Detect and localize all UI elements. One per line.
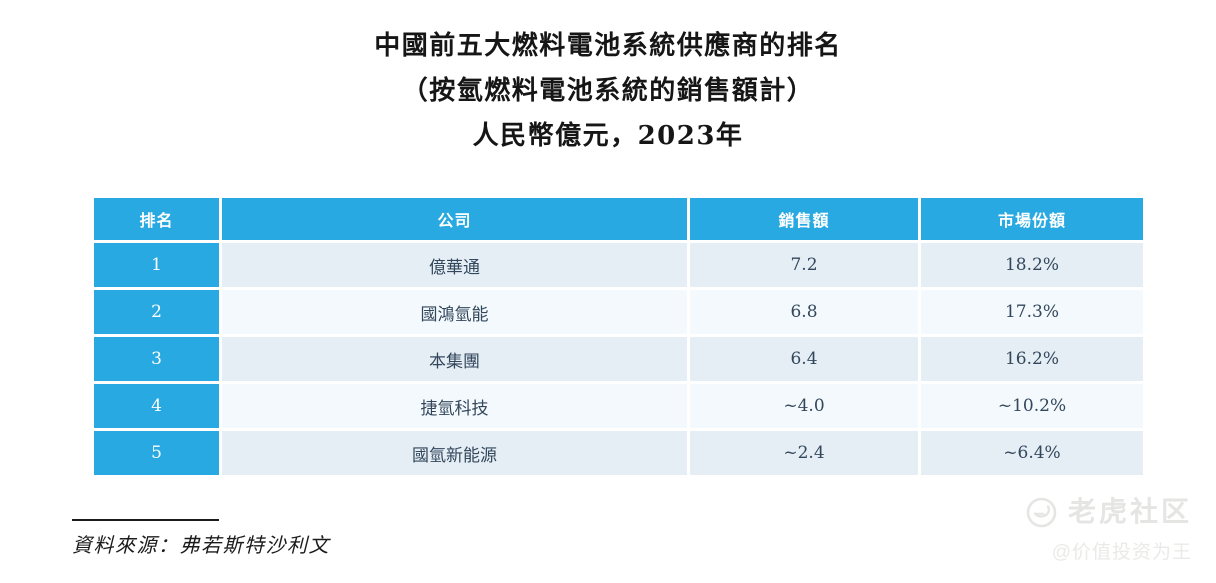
rank-cell: 4 (94, 384, 219, 428)
table-header-row: 排名 公司 銷售額 市場份額 (94, 198, 1143, 240)
share-cell: 17.3% (921, 290, 1143, 334)
sales-cell: 6.4 (690, 337, 918, 381)
watermark-brand-row: 老虎社区 (1026, 495, 1192, 529)
table-row: 4 捷氫科技 ~4.0 ~10.2% (94, 384, 1143, 428)
header-rank: 排名 (94, 198, 219, 240)
header-company: 公司 (222, 198, 687, 240)
share-cell: ~6.4% (921, 431, 1143, 475)
source-block: 資料來源：弗若斯特沙利文 (72, 519, 330, 558)
sales-cell: 6.8 (690, 290, 918, 334)
rank-cell: 1 (94, 243, 219, 287)
source-text: 資料來源：弗若斯特沙利文 (72, 533, 330, 557)
company-cell: 捷氫科技 (222, 384, 687, 428)
rank-cell: 3 (94, 337, 219, 381)
rank-cell: 2 (94, 290, 219, 334)
sales-cell: ~2.4 (690, 431, 918, 475)
company-cell: 本集團 (222, 337, 687, 381)
header-market-share: 市場份額 (921, 198, 1143, 240)
share-cell: ~10.2% (921, 384, 1143, 428)
share-cell: 18.2% (921, 243, 1143, 287)
company-cell: 億華通 (222, 243, 687, 287)
company-cell: 國鴻氫能 (222, 290, 687, 334)
figure-title: 中國前五大燃料電池系統供應商的排名 (374, 31, 842, 61)
company-cell: 國氫新能源 (222, 431, 687, 475)
table-row: 2 國鴻氫能 6.8 17.3% (94, 290, 1143, 334)
watermark-brand: 老虎社区 (1067, 496, 1192, 527)
tiger-circle-icon (1026, 497, 1057, 527)
table-row: 1 億華通 7.2 18.2% (94, 243, 1143, 287)
supplier-ranking-table: 排名 公司 銷售額 市場份額 1 億華通 7.2 18.2% 2 國鴻氫能 6.… (91, 195, 1146, 478)
sales-cell: ~4.0 (690, 384, 918, 428)
figure-unit-note: 人民幣億元，2023年 (472, 121, 744, 151)
figure-subtitle: （按氫燃料電池系統的銷售額計） (401, 76, 815, 106)
header-sales: 銷售額 (690, 198, 918, 240)
sales-cell: 7.2 (690, 243, 918, 287)
figure-title-block: 中國前五大燃料電池系統供應商的排名 （按氫燃料電池系統的銷售額計） 人民幣億元，… (0, 24, 1216, 159)
share-cell: 16.2% (921, 337, 1143, 381)
watermark-handle: @价值投资为王 (1051, 542, 1192, 563)
table-row: 3 本集團 6.4 16.2% (94, 337, 1143, 381)
table-row: 5 國氫新能源 ~2.4 ~6.4% (94, 431, 1143, 475)
watermark: 老虎社区 @价值投资为王 (1026, 495, 1192, 564)
rank-cell: 5 (94, 431, 219, 475)
source-divider (72, 519, 219, 521)
